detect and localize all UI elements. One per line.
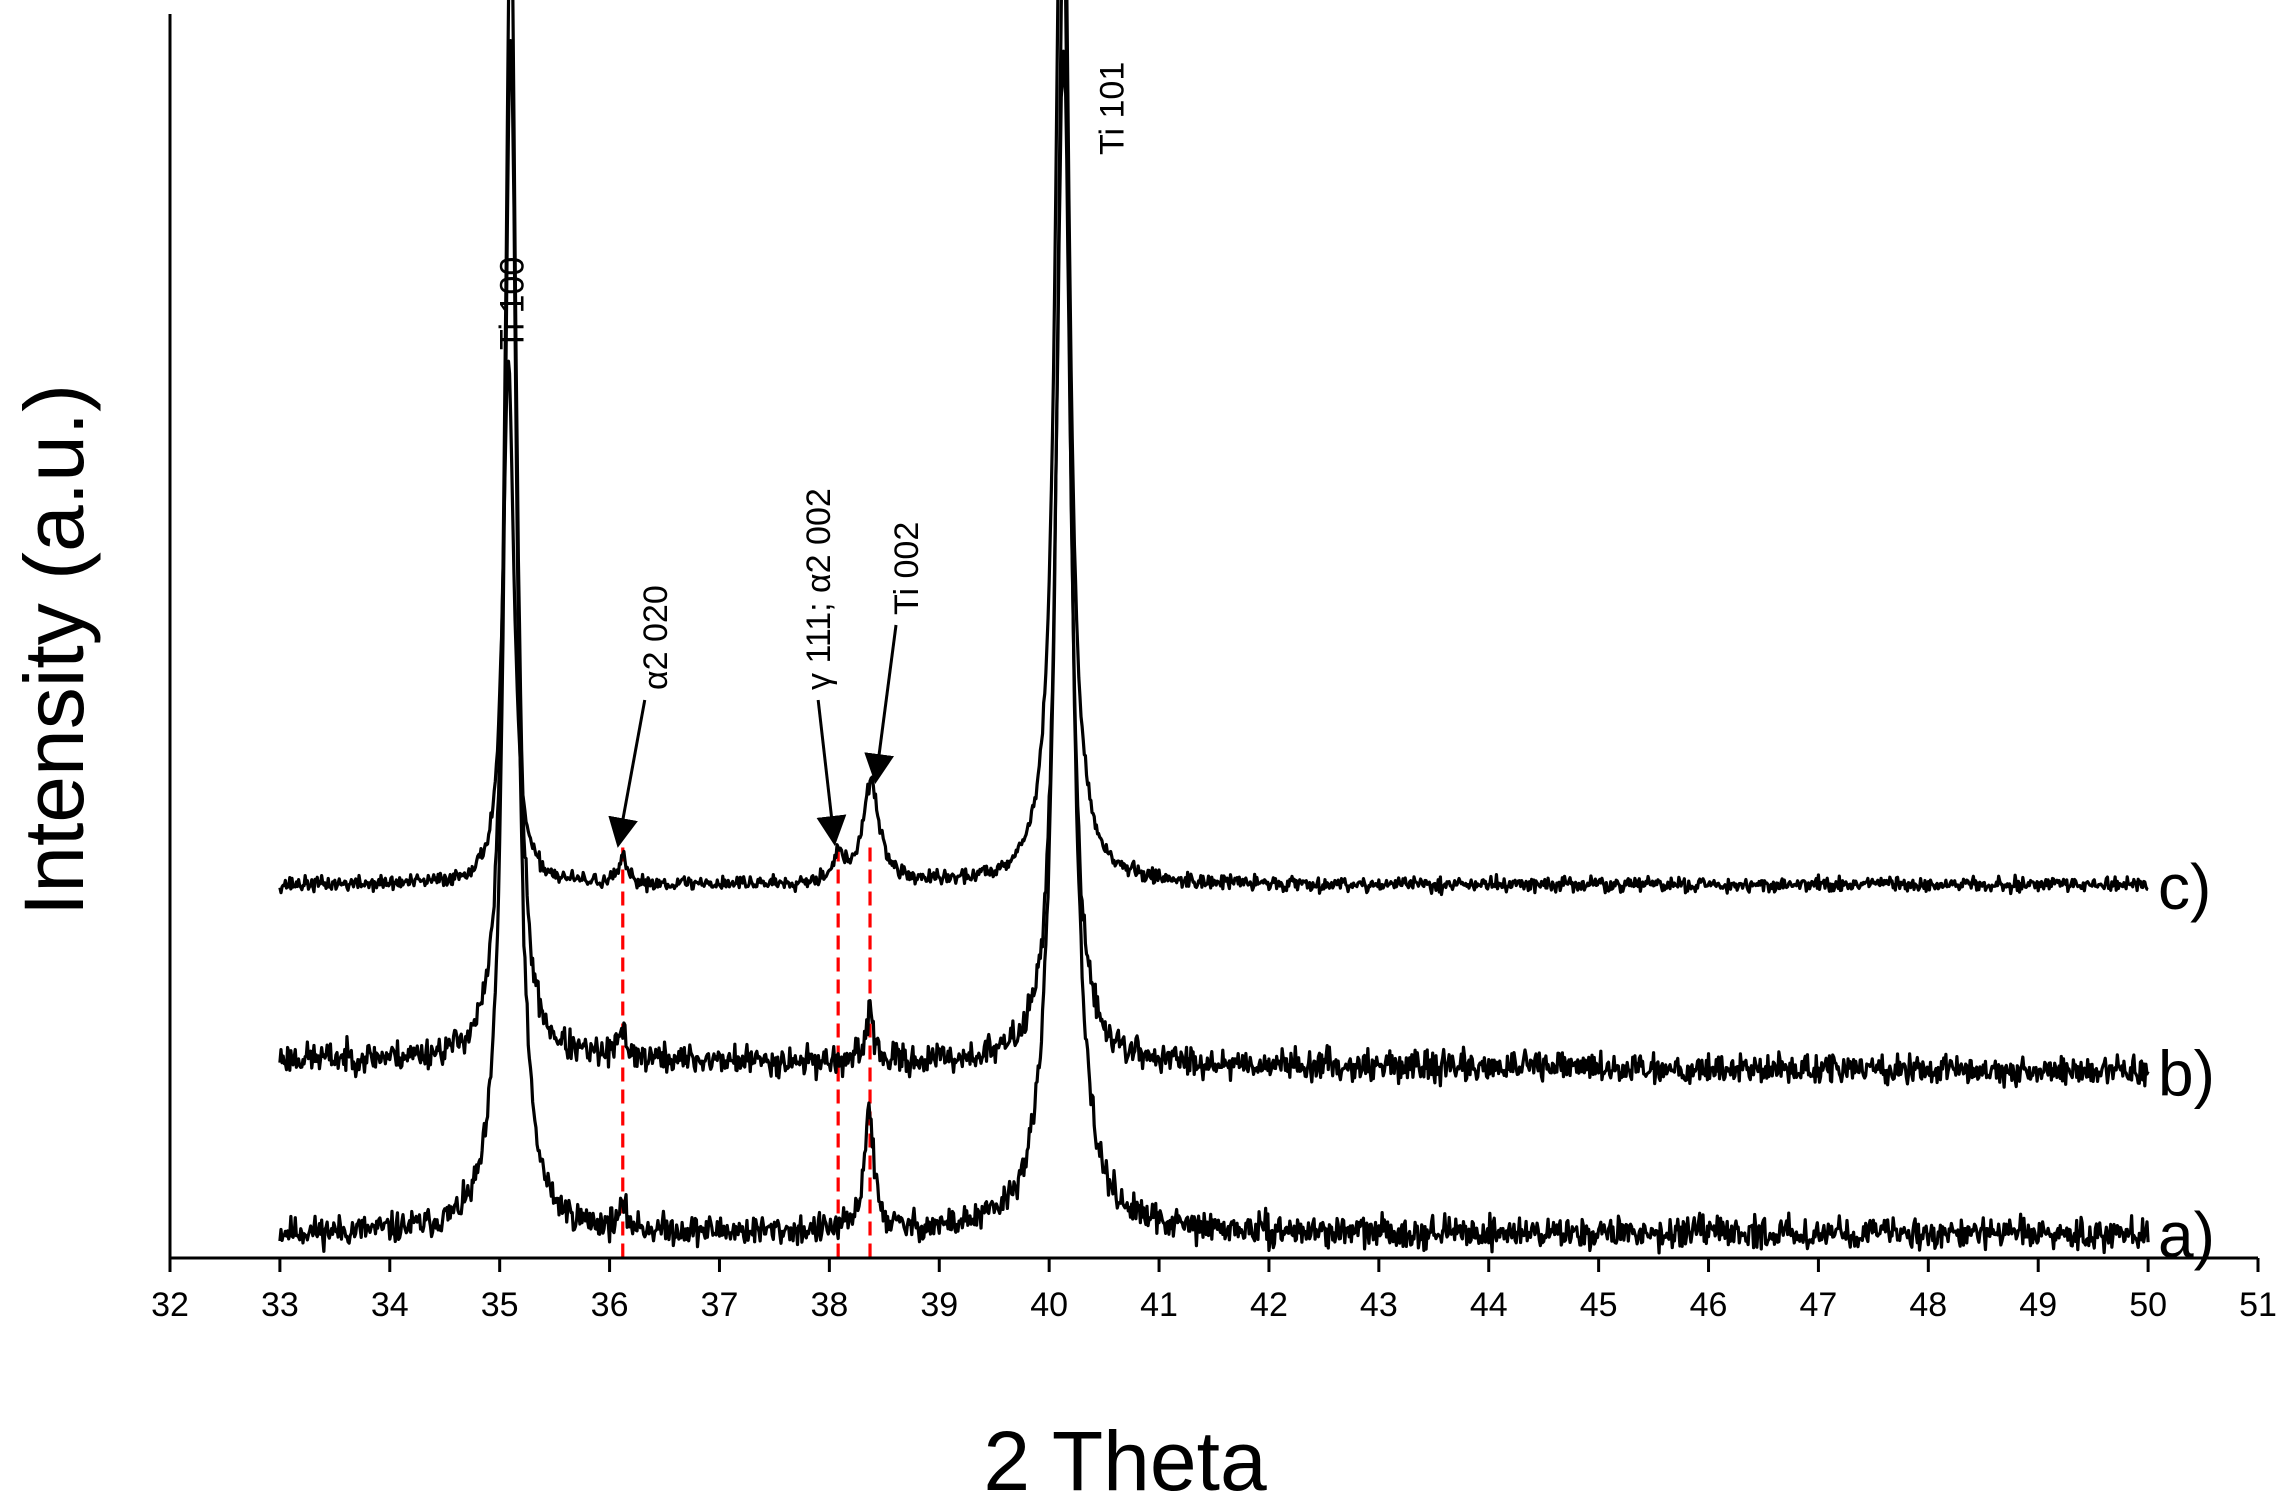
x-tick-label: 44 bbox=[1470, 1286, 1508, 1324]
peak-annotation: Ti 101 bbox=[1093, 62, 1131, 155]
x-axis-title: 2 Theta bbox=[983, 1414, 1267, 1504]
peak-annotation: γ 111; α2 002 bbox=[800, 488, 838, 690]
x-tick-label: 48 bbox=[1909, 1286, 1947, 1324]
peak-annotation: Ti 002 bbox=[888, 522, 926, 615]
x-tick-label: 51 bbox=[2239, 1286, 2277, 1324]
x-tick-label: 38 bbox=[810, 1286, 848, 1324]
annotation-arrow bbox=[864, 624, 898, 784]
x-tick-label: 47 bbox=[1800, 1286, 1838, 1324]
x-tick-label: 35 bbox=[481, 1286, 519, 1324]
x-tick-label: 42 bbox=[1250, 1286, 1288, 1324]
x-tick-label: 45 bbox=[1580, 1286, 1618, 1324]
x-tick-label: 33 bbox=[261, 1286, 299, 1324]
x-tick-label: 34 bbox=[371, 1286, 409, 1324]
series-line-b bbox=[278, 0, 2150, 1089]
y-axis-title: Intensity (a.u.) bbox=[7, 384, 101, 916]
annotations: Ti 100 α2 020 γ 111; α2 002 Ti 002 Ti 101 bbox=[494, 62, 1131, 848]
annotation-arrow bbox=[608, 699, 647, 848]
series-group bbox=[278, 0, 2150, 1255]
x-tick-label: 39 bbox=[920, 1286, 958, 1324]
series-label: a) bbox=[2158, 1199, 2215, 1271]
x-tick-label: 43 bbox=[1360, 1286, 1398, 1324]
x-tick-label: 50 bbox=[2129, 1286, 2167, 1324]
series-line-c bbox=[278, 0, 2149, 897]
annotation-arrow bbox=[816, 699, 847, 846]
x-tick-label: 41 bbox=[1140, 1286, 1178, 1324]
peak-annotation: Ti 100 bbox=[494, 257, 532, 350]
x-tick-label: 32 bbox=[151, 1286, 189, 1324]
series-label: b) bbox=[2158, 1037, 2215, 1109]
peak-annotation: α2 020 bbox=[637, 585, 675, 690]
x-tick-label: 36 bbox=[591, 1286, 629, 1324]
axes bbox=[168, 14, 2258, 1260]
x-ticks: 32 33 34 35 36 37 38 39 40 41 42 43 44 45 46 47 48 49 50 51 bbox=[151, 1258, 2277, 1324]
x-tick-label: 40 bbox=[1030, 1286, 1068, 1324]
series-line-a bbox=[278, 38, 2150, 1255]
x-tick-label: 49 bbox=[2019, 1286, 2057, 1324]
x-tick-label: 46 bbox=[1690, 1286, 1728, 1324]
series-labels: a) b) c) bbox=[2158, 851, 2215, 1271]
x-tick-label: 37 bbox=[701, 1286, 739, 1324]
series-label: c) bbox=[2158, 851, 2211, 923]
